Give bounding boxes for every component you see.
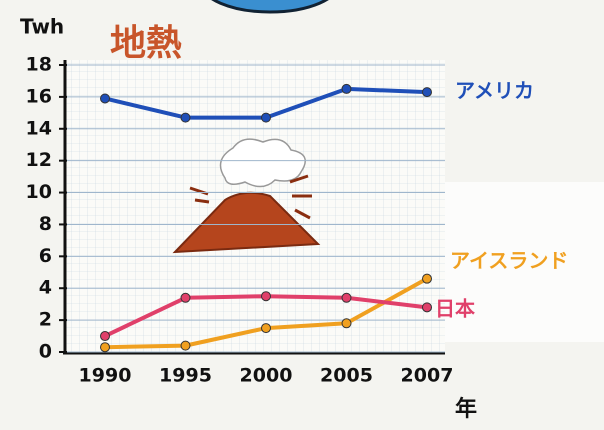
y-tick-label: 6 — [39, 245, 52, 267]
x-tick-label: 2005 — [320, 365, 373, 387]
data-point — [341, 318, 352, 329]
series-label: アイスランド — [450, 249, 568, 273]
data-point — [422, 273, 432, 284]
y-axis-label: Twh — [20, 15, 64, 39]
x-axis-label: 年 — [455, 396, 477, 422]
paper-card — [445, 182, 604, 342]
decoration — [211, 0, 329, 14]
y-tick-label: 0 — [39, 341, 52, 363]
data-point — [261, 291, 271, 302]
series-label: アメリカ — [455, 79, 534, 103]
x-tick-label: 1995 — [159, 365, 212, 387]
data-point — [100, 331, 110, 342]
data-point — [100, 342, 110, 353]
y-tick-label: 2 — [39, 309, 52, 331]
data-point — [341, 83, 352, 94]
data-point — [341, 292, 352, 303]
data-point — [261, 112, 271, 123]
x-tick-label: 2007 — [401, 365, 454, 387]
x-tick-label: 2000 — [240, 365, 293, 387]
volcano — [172, 138, 321, 254]
data-point — [422, 87, 432, 98]
y-tick-label: 12 — [26, 149, 52, 171]
data-point — [180, 292, 191, 303]
y-tick-label: 4 — [39, 277, 52, 299]
y-tick-label: 10 — [26, 181, 52, 203]
y-tick-label: 14 — [26, 117, 52, 139]
y-tick-label: 16 — [26, 85, 52, 107]
data-point — [180, 340, 191, 351]
y-tick-label: 8 — [39, 213, 52, 235]
y-tick-label: 18 — [26, 54, 52, 76]
data-point — [180, 112, 191, 123]
series-label: 日本 — [435, 297, 475, 321]
data-point — [261, 323, 271, 334]
data-point — [422, 302, 432, 313]
chart-title: 地熱 — [110, 23, 182, 64]
data-point — [100, 93, 110, 104]
x-tick-label: 1990 — [79, 365, 132, 387]
